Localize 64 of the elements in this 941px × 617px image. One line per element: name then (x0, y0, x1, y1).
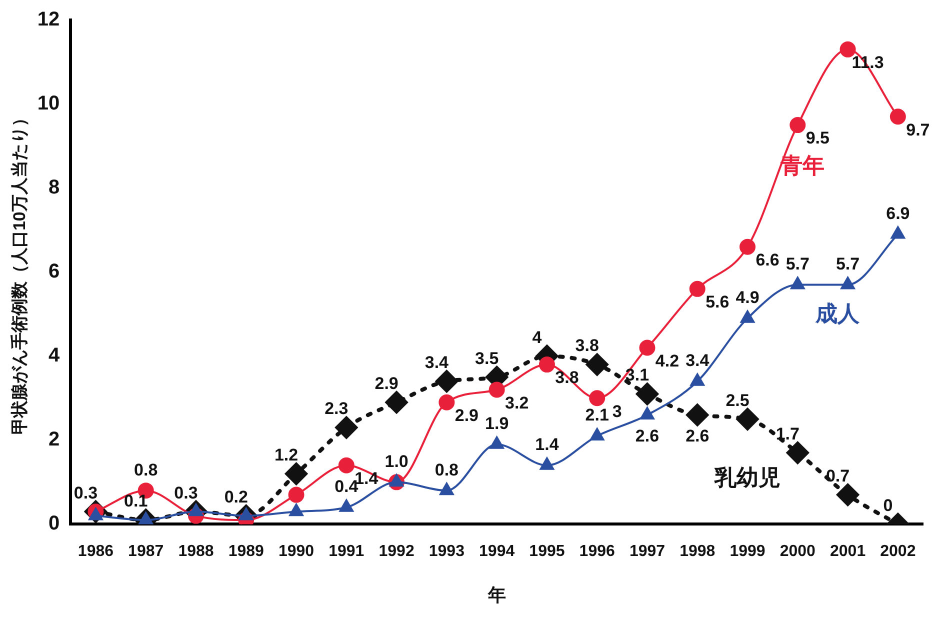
data-label: 0.8 (434, 460, 459, 480)
data-label: 1.0 (384, 452, 408, 471)
series-label: 青年 (780, 152, 825, 178)
data-label: 9.7 (906, 120, 930, 140)
data-label: 0.3 (174, 483, 198, 502)
data-label: 3.1 (625, 366, 650, 385)
x-tick-label: 1994 (479, 543, 515, 560)
x-tick-label: 1989 (228, 543, 264, 560)
data-label: 3.2 (505, 393, 529, 412)
data-label: 9.5 (806, 128, 830, 148)
data-label: 3.8 (575, 336, 599, 356)
data-label: 0.1 (124, 492, 148, 511)
x-tick-label: 1999 (730, 543, 766, 560)
data-label: 1.9 (485, 414, 509, 434)
data-label: 6.9 (886, 204, 910, 223)
x-tick-label: 1993 (428, 543, 465, 560)
y-tick-label: 2 (48, 428, 60, 451)
data-label: 2.1 (585, 406, 609, 425)
x-tick-label: 1996 (579, 543, 615, 560)
data-label: 5.6 (706, 292, 730, 312)
data-label: 2.6 (686, 426, 710, 446)
data-label: 0 (883, 496, 893, 515)
x-tick-label: 2002 (880, 543, 916, 560)
x-tick-label: 1988 (178, 543, 214, 560)
y-tick-label: 10 (37, 92, 60, 115)
x-tick-label: 1998 (680, 543, 716, 560)
data-label: 3.5 (475, 348, 499, 368)
x-tick-label: 2000 (780, 543, 816, 560)
data-label: 1.4 (535, 435, 560, 454)
data-label: 0.2 (224, 487, 248, 506)
x-axis-title: 年 (486, 585, 506, 606)
data-label: 2.6 (635, 426, 660, 446)
data-label: 2.9 (454, 406, 479, 426)
x-tick-label: 1995 (529, 543, 565, 560)
data-label: 2.5 (726, 390, 750, 410)
data-label: 2.3 (324, 399, 348, 418)
data-label: 6.6 (756, 250, 780, 270)
data-label: 4.2 (655, 351, 680, 370)
y-tick-label: 12 (37, 8, 60, 31)
data-label: 0.3 (74, 483, 98, 502)
data-label: 4.9 (736, 288, 760, 308)
data-label: 2.9 (374, 374, 398, 394)
series-label: 成人 (814, 300, 861, 326)
x-tick-label: 1987 (128, 543, 164, 560)
y-tick-label: 4 (48, 344, 61, 367)
y-tick-label: 6 (48, 260, 60, 283)
x-tick-label: 1986 (78, 543, 114, 560)
data-label: 5.7 (836, 254, 860, 274)
y-tick-label: 0 (48, 512, 60, 535)
x-tick-label: 1991 (328, 543, 364, 560)
y-axis-title: 甲状腺がん手術例数（人口10万人当たり） (10, 110, 29, 435)
data-label: 3.4 (424, 353, 450, 372)
data-label: 3.4 (686, 351, 710, 370)
x-tick-label: 1997 (629, 543, 666, 560)
x-tick-label: 1992 (378, 543, 414, 560)
x-tick-label: 2001 (830, 543, 866, 560)
y-tick-label: 8 (48, 176, 60, 199)
data-label: 1.2 (274, 445, 298, 464)
data-label: 3 (612, 402, 622, 421)
data-label: 5.7 (786, 254, 810, 274)
series-label: 乳幼児 (714, 465, 781, 490)
data-label: 4 (532, 328, 542, 347)
x-tick-label: 1990 (278, 543, 314, 560)
data-label: 0.8 (134, 460, 158, 480)
